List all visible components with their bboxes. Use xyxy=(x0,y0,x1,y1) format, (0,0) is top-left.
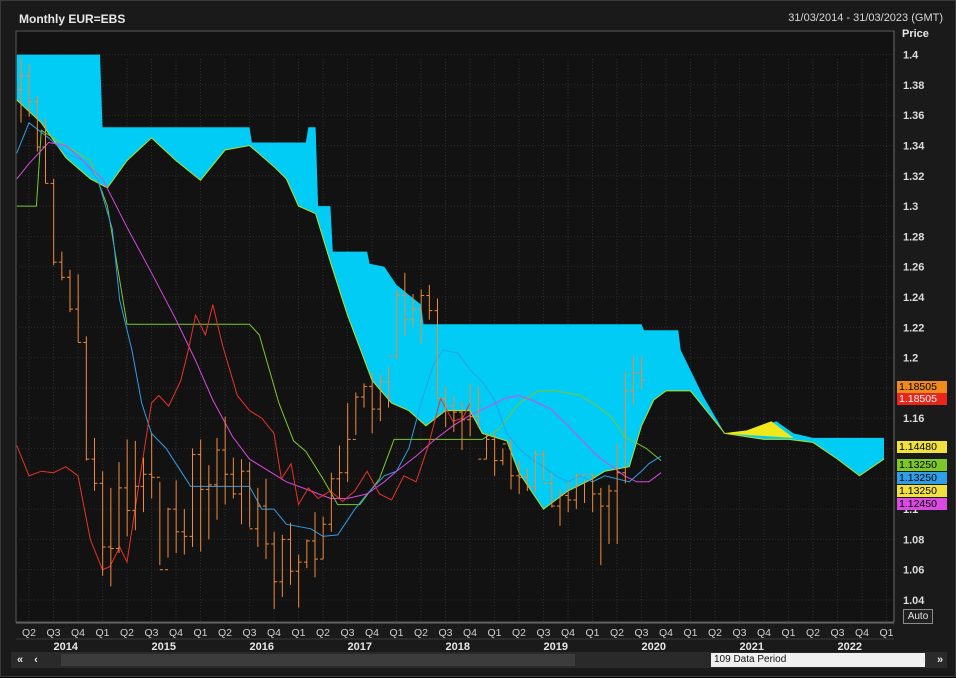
quarter-tick-label: Q4 xyxy=(365,627,379,639)
year-tick-label: 2015 xyxy=(152,641,176,653)
quarter-tick-label: Q2 xyxy=(218,627,232,639)
auto-scale-button[interactable]: Auto xyxy=(903,609,933,624)
quarter-tick-label: Q3 xyxy=(536,627,550,639)
quarter-tick-label: Q4 xyxy=(463,627,477,639)
y-tick-label: 1.04 xyxy=(903,595,925,607)
y-tick-label: 1.24 xyxy=(903,292,925,304)
ichimoku-cloud-bearish xyxy=(16,54,725,510)
quarter-tick-label: Q1 xyxy=(487,627,501,639)
quarter-tick-label: Q4 xyxy=(855,627,869,639)
next-period-button[interactable]: › xyxy=(922,654,926,666)
quarter-tick-label: Q3 xyxy=(144,627,158,639)
year-tick-label: 2022 xyxy=(838,641,862,653)
ichimoku-cloud-bullish xyxy=(722,421,794,438)
quarter-tick-label: Q4 xyxy=(169,627,183,639)
quarter-tick-label: Q4 xyxy=(267,627,281,639)
year-tick-label: 2020 xyxy=(642,641,666,653)
scroll-thumb[interactable] xyxy=(61,654,575,666)
quarter-tick-label: Q1 xyxy=(95,627,109,639)
quarter-tick-label: Q2 xyxy=(414,627,428,639)
quarter-tick-label: Q3 xyxy=(830,627,844,639)
date-range: 31/03/2014 - 31/03/2023 (GMT) xyxy=(788,12,943,24)
y-tick-label: 1.28 xyxy=(903,231,924,243)
quarter-tick-label: Q1 xyxy=(585,627,599,639)
year-tick-label: 2019 xyxy=(544,641,568,653)
quarter-tick-label: Q3 xyxy=(46,627,60,639)
quarter-tick-label: Q1 xyxy=(291,627,305,639)
quarter-tick-label: Q3 xyxy=(732,627,746,639)
quarter-tick-label: Q1 xyxy=(879,627,893,639)
quarter-tick-label: Q1 xyxy=(389,627,403,639)
quarter-tick-label: Q1 xyxy=(193,627,207,639)
senkou-span-b-line xyxy=(724,432,885,477)
first-period-button[interactable]: « xyxy=(16,654,24,666)
y-tick-label: 1.16 xyxy=(903,413,924,425)
quarter-tick-label: Q4 xyxy=(71,627,85,639)
quarter-tick-label: Q4 xyxy=(757,627,771,639)
year-tick-label: 2021 xyxy=(740,641,764,653)
senkou-span-a-line xyxy=(16,99,726,510)
quarter-tick-label: Q2 xyxy=(120,627,134,639)
quarter-tick-label: Q3 xyxy=(242,627,256,639)
quarter-tick-label: Q2 xyxy=(512,627,526,639)
y-tick-label: 1.34 xyxy=(903,141,925,153)
y-tick-label: 1.22 xyxy=(903,322,924,334)
quarter-tick-label: Q2 xyxy=(708,627,722,639)
quarter-tick-label: Q4 xyxy=(561,627,575,639)
quarter-tick-label: Q3 xyxy=(438,627,452,639)
data-period-label: 109 Data Period xyxy=(711,653,925,667)
price-value-badge: 1.12450 xyxy=(897,498,947,510)
y-tick-label: 1.2 xyxy=(903,353,918,365)
kijun-sen-line xyxy=(16,129,662,506)
year-tick-label: 2018 xyxy=(446,641,470,653)
quarter-tick-label: Q3 xyxy=(634,627,648,639)
price-value-badge: 1.13250 xyxy=(897,459,947,471)
period-scrollbar[interactable]: « ‹ 109 Data Period › » xyxy=(11,652,947,668)
price-axis-label: Price xyxy=(902,28,929,40)
y-tick-label: 1.38 xyxy=(903,80,924,92)
quarter-tick-label: Q3 xyxy=(340,627,354,639)
last-period-button[interactable]: » xyxy=(936,654,944,666)
y-tick-label: 1.32 xyxy=(903,171,924,183)
year-tick-label: 2016 xyxy=(250,641,274,653)
quarter-tick-label: Q2 xyxy=(806,627,820,639)
chart-title: Monthly EUR=EBS xyxy=(19,12,126,26)
y-tick-label: 1.26 xyxy=(903,262,924,274)
y-tick-label: 1.36 xyxy=(903,110,924,122)
quarter-tick-label: Q2 xyxy=(610,627,624,639)
price-value-badge: 1.18505 xyxy=(897,393,947,405)
y-tick-label: 1.06 xyxy=(903,565,924,577)
price-value-badge: 1.13250 xyxy=(897,472,947,484)
quarter-tick-label: Q2 xyxy=(316,627,330,639)
y-tick-label: 1.08 xyxy=(903,534,924,546)
y-tick-label: 1.4 xyxy=(903,50,919,62)
price-value-badge: 1.18505 xyxy=(897,381,947,393)
year-tick-label: 2017 xyxy=(348,641,372,653)
previous-period-button[interactable]: ‹ xyxy=(34,654,38,666)
quarter-tick-label: Q2 xyxy=(22,627,36,639)
y-tick-label: 1.3 xyxy=(903,201,918,213)
price-value-badge: 1.14480 xyxy=(897,441,947,453)
quarter-tick-label: Q4 xyxy=(659,627,673,639)
year-tick-label: 2014 xyxy=(54,641,79,653)
quarter-tick-label: Q1 xyxy=(781,627,795,639)
price-value-badge: 1.13250 xyxy=(897,485,947,497)
quarter-tick-label: Q1 xyxy=(683,627,697,639)
